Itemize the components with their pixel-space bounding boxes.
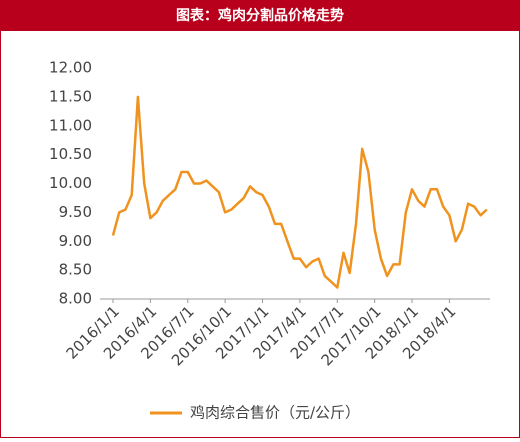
y-tick-label: 8.00 <box>59 290 92 308</box>
title-bar <box>0 0 520 31</box>
legend-label: 鸡肉综合售价（元/公斤） <box>190 404 360 422</box>
y-tick-label: 9.00 <box>59 232 92 250</box>
series-line <box>111 95 488 289</box>
y-tick-label: 10.00 <box>49 174 92 192</box>
y-tick-label: 10.50 <box>49 145 92 163</box>
y-tick-label: 8.50 <box>59 261 92 279</box>
chart-title: 图表：鸡肉分割品价格走势 <box>176 7 344 24</box>
y-tick-label: 9.50 <box>59 203 92 221</box>
y-tick-label: 11.50 <box>49 87 92 105</box>
y-tick-label: 11.00 <box>49 116 92 134</box>
y-tick-label: 12.00 <box>49 59 92 77</box>
